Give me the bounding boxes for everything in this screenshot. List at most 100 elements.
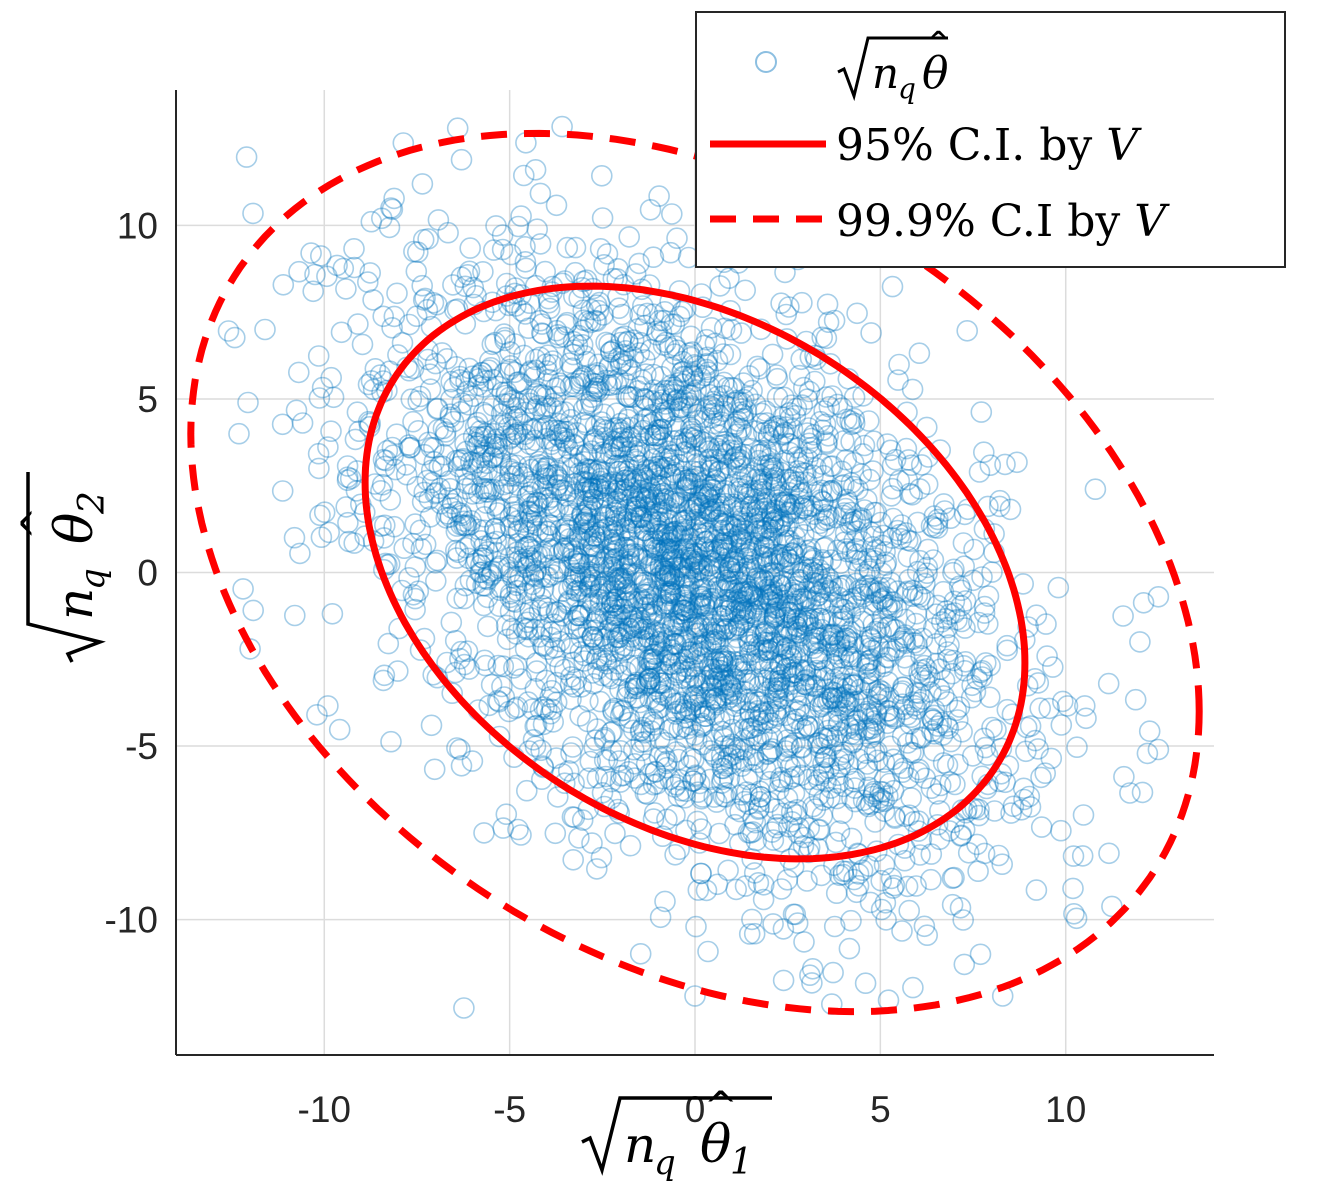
scatter-point — [779, 471, 802, 494]
scatter-point — [619, 519, 641, 541]
scatter-point — [834, 693, 857, 716]
scatter-point — [793, 931, 815, 953]
scatter-point — [652, 597, 675, 619]
scatter-point — [936, 754, 959, 776]
scatter-point — [542, 464, 565, 486]
scatter-point — [648, 621, 670, 644]
scatter-point — [892, 676, 914, 698]
scatter-point — [490, 402, 513, 425]
scatter-point — [668, 718, 691, 741]
scatter-point — [545, 691, 568, 714]
scatter-point — [750, 478, 773, 501]
scatter-point — [469, 561, 491, 584]
scatter-point — [723, 377, 746, 399]
scatter-point — [774, 606, 797, 629]
scatter-point — [620, 476, 643, 499]
scatter-point — [798, 816, 821, 839]
scatter-point — [967, 611, 990, 634]
scatter-point — [502, 432, 525, 455]
scatter-point — [665, 773, 688, 796]
scatter-point — [874, 891, 897, 914]
scatter-point — [811, 419, 834, 442]
scatter-point — [812, 665, 834, 688]
scatter-point — [481, 446, 504, 469]
scatter-point — [780, 622, 803, 645]
scatter-point — [572, 299, 595, 322]
scatter-point — [785, 446, 808, 468]
scatter-point — [731, 650, 753, 672]
scatter-point — [932, 580, 955, 603]
scatter-point — [414, 533, 437, 556]
scatter-point — [793, 669, 816, 692]
scatter-point — [679, 658, 702, 680]
scatter-point — [638, 762, 661, 785]
scatter-point — [741, 908, 763, 931]
scatter-point — [735, 543, 758, 566]
scatter-point — [611, 598, 634, 621]
scatter-point — [647, 483, 670, 506]
scatter-point — [615, 510, 638, 533]
scatter-point — [639, 648, 661, 670]
scatter-point — [666, 389, 689, 412]
scatter-point — [953, 818, 976, 841]
scatter-point — [660, 374, 683, 396]
scatter-point — [439, 506, 462, 528]
scatter-point — [729, 527, 752, 550]
scatter-point — [625, 563, 648, 586]
scatter-point — [655, 456, 678, 479]
scatter-point — [804, 798, 827, 820]
scatter-point — [774, 704, 797, 727]
scatter-point — [434, 421, 457, 443]
scatter-point — [618, 426, 641, 449]
scatter-point — [608, 566, 630, 589]
scatter-point — [603, 697, 626, 720]
scatter-point — [953, 503, 976, 526]
scatter-point — [797, 577, 820, 599]
scatter-point — [677, 666, 700, 689]
scatter-point — [586, 361, 609, 384]
scatter-point — [749, 439, 772, 462]
scatter-point — [514, 250, 537, 273]
scatter-point — [524, 735, 547, 758]
scatter-point — [602, 577, 625, 599]
scatter-point — [593, 572, 616, 595]
scatter-point — [765, 596, 788, 619]
scatter-point — [490, 452, 513, 475]
scatter-point — [833, 686, 855, 709]
scatter-point — [717, 571, 740, 594]
scatter-point — [781, 541, 804, 564]
scatter-point — [724, 600, 747, 622]
scatter-point — [831, 575, 853, 597]
scatter-point — [404, 513, 427, 535]
scatter-point — [525, 417, 548, 439]
scatter-point — [737, 628, 759, 651]
scatter-point — [669, 651, 691, 674]
scatter-point — [944, 773, 966, 796]
scatter-point — [828, 586, 850, 609]
scatter-point — [526, 514, 549, 537]
scatter-point — [769, 514, 792, 536]
scatter-point — [712, 684, 735, 707]
scatter-point — [821, 710, 844, 732]
scatter-point — [612, 343, 635, 366]
scatter-point — [977, 585, 1000, 607]
scatter-point — [549, 518, 572, 541]
scatter-point — [506, 696, 529, 719]
scatter-point — [723, 650, 745, 673]
scatter-point — [835, 538, 858, 560]
scatter-point — [649, 469, 672, 492]
scatter-point — [603, 640, 626, 663]
scatter-point — [674, 780, 697, 803]
scatter-point — [637, 469, 659, 492]
scatter-point — [715, 755, 738, 777]
scatter-point — [870, 562, 893, 584]
scatter-point — [490, 576, 513, 599]
scatter-point — [453, 653, 476, 676]
scatter-point — [310, 526, 333, 549]
scatter-point — [665, 537, 687, 559]
scatter-point — [654, 731, 677, 754]
scatter-point — [675, 477, 698, 499]
scatter-point — [480, 564, 503, 587]
scatter-point — [434, 425, 457, 447]
scatter-point — [843, 714, 866, 736]
